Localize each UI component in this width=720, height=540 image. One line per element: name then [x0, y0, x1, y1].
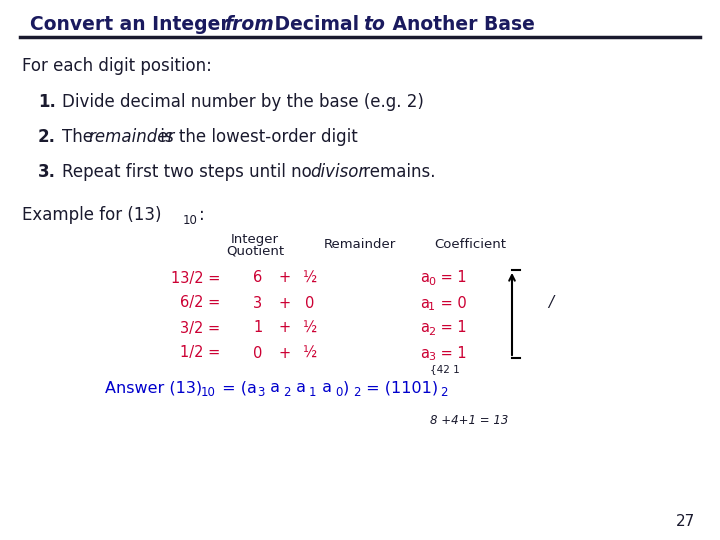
Text: = 1: = 1	[436, 321, 467, 335]
Text: Quotient: Quotient	[226, 245, 284, 258]
Text: a: a	[317, 381, 332, 395]
Text: 2: 2	[353, 387, 361, 400]
Text: 1.: 1.	[38, 93, 56, 111]
Text: to: to	[363, 15, 385, 33]
Text: +: +	[279, 346, 291, 361]
Text: /: /	[548, 294, 553, 309]
Text: 0: 0	[428, 277, 435, 287]
Text: 10: 10	[183, 214, 198, 227]
Text: a: a	[291, 381, 306, 395]
Text: +: +	[279, 295, 291, 310]
Text: For each digit position:: For each digit position:	[22, 57, 212, 75]
Text: ½: ½	[303, 346, 317, 361]
Text: remainder: remainder	[88, 128, 174, 146]
Text: divisor: divisor	[310, 163, 365, 181]
Text: 3: 3	[257, 387, 264, 400]
Text: a: a	[420, 321, 429, 335]
Text: Divide decimal number by the base (e.g. 2): Divide decimal number by the base (e.g. …	[62, 93, 424, 111]
Text: ½: ½	[303, 271, 317, 286]
Text: Answer (13): Answer (13)	[105, 381, 202, 395]
Text: ½: ½	[303, 321, 317, 335]
Text: Repeat first two steps until no: Repeat first two steps until no	[62, 163, 317, 181]
Text: Decimal: Decimal	[268, 15, 366, 33]
Text: +: +	[279, 321, 291, 335]
Text: 0: 0	[335, 387, 343, 400]
Text: :: :	[199, 206, 204, 224]
Text: a: a	[420, 271, 429, 286]
Text: Coefficient: Coefficient	[434, 239, 506, 252]
Text: = 1: = 1	[436, 271, 467, 286]
Text: The: The	[62, 128, 98, 146]
Text: 1: 1	[428, 302, 435, 312]
Text: Another Base: Another Base	[386, 15, 535, 33]
Text: 0: 0	[305, 295, 315, 310]
Text: Convert an Integer: Convert an Integer	[30, 15, 236, 33]
Text: from: from	[224, 15, 274, 33]
Text: 27: 27	[676, 515, 695, 530]
Text: 1: 1	[253, 321, 263, 335]
Text: 1/2 =: 1/2 =	[180, 346, 220, 361]
Text: 6/2 =: 6/2 =	[180, 295, 220, 310]
Text: remains.: remains.	[358, 163, 436, 181]
Text: 0: 0	[253, 346, 263, 361]
Text: 2.: 2.	[38, 128, 56, 146]
Text: 8 +4+1 = 13: 8 +4+1 = 13	[430, 414, 508, 427]
Text: a: a	[265, 381, 280, 395]
Text: 2: 2	[283, 387, 290, 400]
Text: = 0: = 0	[436, 295, 467, 310]
Text: +: +	[279, 271, 291, 286]
Text: 2: 2	[428, 327, 435, 337]
Text: {42 1: {42 1	[430, 364, 460, 374]
Text: = 1: = 1	[436, 346, 467, 361]
Text: a: a	[420, 346, 429, 361]
Text: = (a: = (a	[217, 381, 257, 395]
Text: 6: 6	[253, 271, 263, 286]
Text: 13/2 =: 13/2 =	[171, 271, 220, 286]
Text: 3/2 =: 3/2 =	[180, 321, 220, 335]
Text: ): )	[343, 381, 349, 395]
Text: 10: 10	[201, 387, 216, 400]
Text: 3: 3	[253, 295, 263, 310]
Text: 1: 1	[309, 387, 317, 400]
Text: 2: 2	[440, 387, 448, 400]
Text: is the lowest-order digit: is the lowest-order digit	[155, 128, 358, 146]
Text: Remainder: Remainder	[324, 239, 396, 252]
Text: = (1101): = (1101)	[361, 381, 438, 395]
Text: a: a	[420, 295, 429, 310]
Text: Integer: Integer	[231, 233, 279, 246]
Text: 3.: 3.	[38, 163, 56, 181]
Text: Example for (13): Example for (13)	[22, 206, 161, 224]
Text: 3: 3	[428, 352, 435, 362]
